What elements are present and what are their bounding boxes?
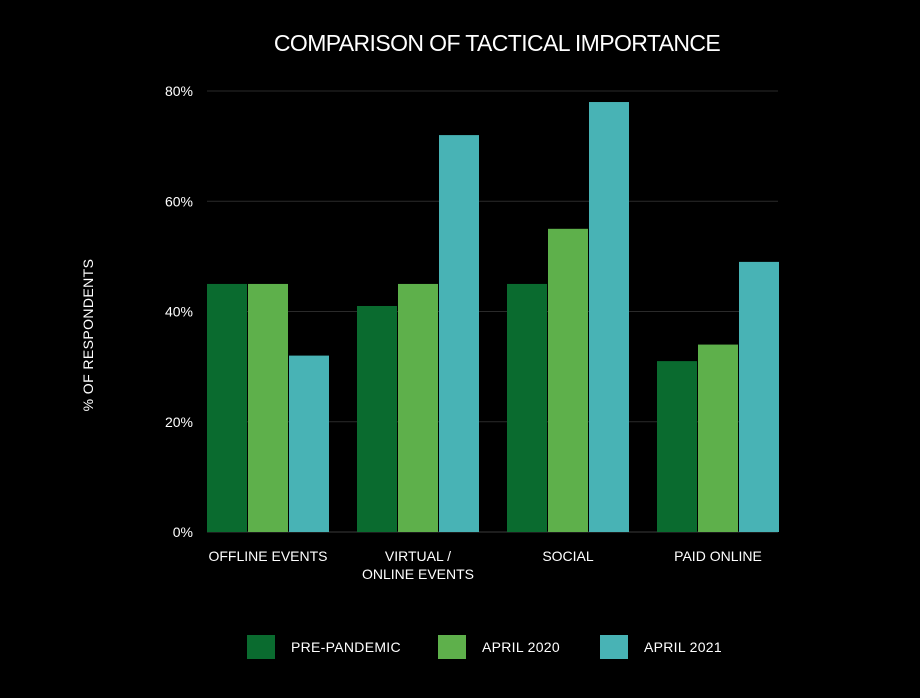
bar-april-2021-virtual-online-events — [439, 135, 479, 532]
bar-april-2020-virtual-online-events — [398, 283, 438, 532]
bar-pre-pandemic-offline-events — [207, 283, 247, 532]
bar-april-2021-paid-online — [739, 261, 779, 532]
y-tick-label: 0% — [173, 524, 193, 540]
x-tick-label-line: SOCIAL — [542, 548, 594, 564]
bar-april-2021-offline-events — [289, 355, 329, 532]
bar-april-2020-paid-online — [698, 344, 738, 532]
bar-pre-pandemic-paid-online — [657, 361, 697, 532]
y-tick-label: 20% — [165, 414, 193, 430]
x-tick-label-line: PAID ONLINE — [674, 548, 762, 564]
legend-swatch-pre-pandemic — [247, 635, 275, 659]
x-tick-label-paid-online: PAID ONLINE — [674, 548, 762, 564]
legend: PRE-PANDEMIC APRIL 2020 APRIL 2021 — [0, 632, 920, 662]
legend-item-april-2020: APRIL 2020 — [438, 632, 560, 662]
x-tick-label-social: SOCIAL — [542, 548, 594, 564]
y-tick-label: 80% — [165, 83, 193, 99]
legend-label-april-2020: APRIL 2020 — [482, 639, 560, 655]
legend-swatch-april-2020 — [438, 635, 466, 659]
legend-label-april-2021: APRIL 2021 — [644, 639, 722, 655]
x-tick-label-offline-events: OFFLINE EVENTS — [208, 548, 327, 564]
x-tick-label-line: ONLINE EVENTS — [362, 566, 474, 582]
bar-pre-pandemic-social — [507, 283, 547, 532]
legend-label-pre-pandemic: PRE-PANDEMIC — [291, 639, 401, 655]
legend-item-pre-pandemic: PRE-PANDEMIC — [247, 632, 401, 662]
bar-april-2021-social — [589, 102, 629, 533]
bar-april-2020-social — [548, 228, 588, 532]
bar-april-2020-offline-events — [248, 283, 288, 532]
x-tick-label-line: OFFLINE EVENTS — [208, 548, 327, 564]
x-tick-label-line: VIRTUAL / — [385, 548, 451, 564]
x-tick-label-virtual-online-events: VIRTUAL / ONLINE EVENTS — [362, 548, 474, 582]
bar-pre-pandemic-virtual-online-events — [357, 305, 397, 532]
legend-item-april-2021: APRIL 2021 — [600, 632, 722, 662]
chart-title: COMPARISON OF TACTICAL IMPORTANCE — [273, 30, 721, 56]
y-tick-label: 60% — [165, 193, 193, 209]
y-tick-label: 40% — [165, 304, 193, 320]
legend-swatch-april-2021 — [600, 635, 628, 659]
